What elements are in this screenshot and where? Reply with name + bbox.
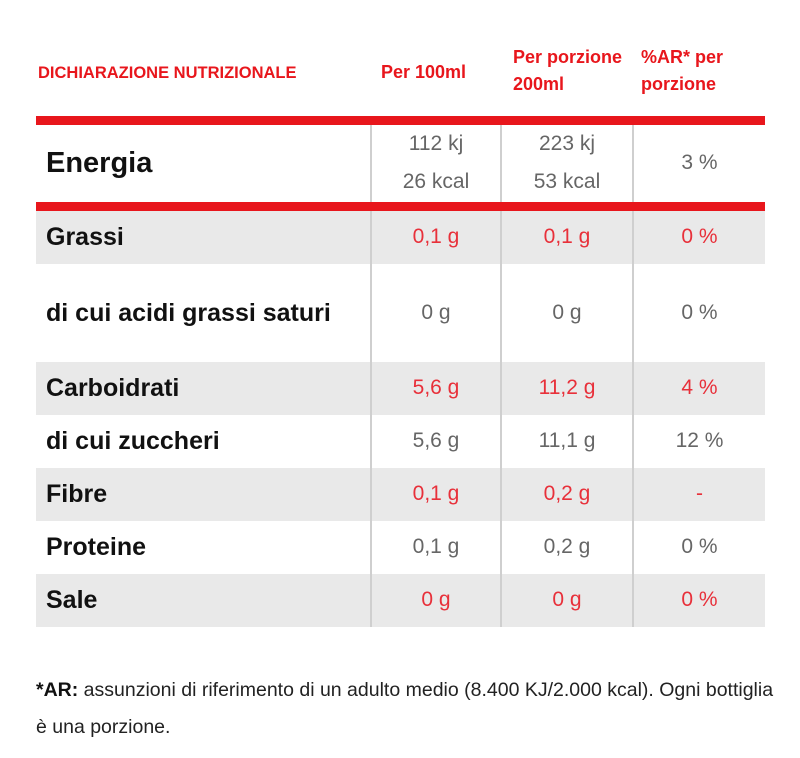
table-row-energy: Energia 112 kj 26 kcal 223 kj 53 kcal 3 …	[36, 115, 765, 211]
value-per-portion: 11,2 g	[500, 361, 633, 415]
value-per-portion: 0 g	[500, 263, 633, 362]
row-label: Proteine	[46, 533, 147, 561]
value-per-100ml: 0,1 g	[370, 520, 501, 574]
table-row: Carboidrati 5,6 g 11,2 g 4 %	[36, 361, 765, 415]
value-per-100ml: 0 g	[370, 573, 501, 627]
value-per-portion: 11,1 g	[500, 414, 633, 468]
table-row: Fibre 0,1 g 0,2 g -	[36, 467, 765, 521]
footnote-label: *AR:	[36, 679, 79, 701]
row-label: Fibre	[36, 467, 371, 521]
energy-per-100ml: 112 kj 26 kcal	[370, 115, 501, 211]
energy-per-portion-kj: 223 kj	[538, 132, 596, 155]
value-ar: 0 %	[632, 520, 765, 574]
value-per-100ml: 5,6 g	[370, 361, 501, 415]
value-per-portion: 0,1 g	[500, 206, 633, 264]
footnote-text: assunzioni di riferimento di un adulto m…	[36, 679, 774, 738]
value-per-100ml: 0,1 g	[370, 206, 501, 264]
value-ar: 0 %	[632, 206, 765, 264]
row-label-energy: Energia	[36, 115, 371, 211]
table-row: di cui acidi grassi saturi 0 g 0 g 0 %	[36, 263, 765, 362]
value-per-portion: 0,2 g	[500, 520, 633, 574]
row-label: di cui zuccheri	[46, 427, 220, 455]
header-ar-per-portion: %AR* per porzione	[641, 46, 724, 94]
table-row: Sale 0 g 0 g 0 %	[36, 573, 765, 627]
energy-per-100ml-kj: 112 kj	[408, 132, 464, 155]
row-label: di cui acidi grassi saturi	[46, 298, 331, 327]
value-ar: 0 %	[632, 573, 765, 627]
energy-per-portion: 223 kj 53 kcal	[500, 115, 633, 211]
value-ar: 12 %	[632, 414, 765, 468]
nutrition-table: DICHIARAZIONE NUTRIZIONALE Per 100ml Per…	[36, 20, 765, 627]
table-row: di cui zuccheri 5,6 g 11,1 g 12 %	[36, 414, 765, 468]
table-row: Grassi 0,1 g 0,1 g 0 %	[36, 206, 765, 264]
value-per-portion: 0,2 g	[500, 467, 633, 521]
value-ar: 4 %	[632, 361, 765, 415]
value-ar: 0 %	[632, 263, 765, 362]
row-label: Grassi	[36, 206, 371, 264]
value-ar: -	[632, 467, 765, 521]
header-per-portion: Per porzione 200ml	[513, 46, 623, 94]
header-nutrition-declaration: DICHIARAZIONE NUTRIZIONALE	[38, 63, 297, 82]
table-row: Proteine 0,1 g 0,2 g 0 %	[36, 520, 765, 574]
value-per-100ml: 0 g	[370, 263, 501, 362]
energy-per-100ml-kcal: 26 kcal	[402, 170, 470, 193]
row-label: Sale	[36, 573, 371, 627]
header-per-100ml: Per 100ml	[381, 61, 467, 82]
energy-ar: 3 %	[632, 115, 765, 211]
table-header-row: DICHIARAZIONE NUTRIZIONALE Per 100ml Per…	[36, 20, 765, 120]
value-per-100ml: 0,1 g	[370, 467, 501, 521]
row-label: Carboidrati	[36, 361, 371, 415]
energy-per-portion-kcal: 53 kcal	[533, 170, 601, 193]
value-per-portion: 0 g	[500, 573, 633, 627]
footnote: *AR: assunzioni di riferimento di un adu…	[36, 672, 776, 746]
value-per-100ml: 5,6 g	[370, 414, 501, 468]
